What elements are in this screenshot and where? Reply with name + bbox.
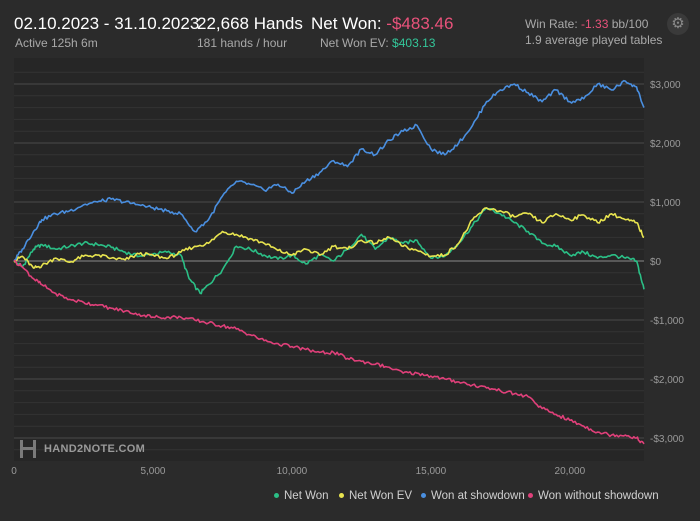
y-tick-label: $0 (650, 257, 662, 268)
net-won-legend-dot (274, 493, 279, 499)
active-time: Active 125h 6m (15, 36, 98, 50)
win-rate-value: -1.33 (581, 17, 609, 31)
net-won-ev-stat: Net Won EV: $403.13 (320, 36, 435, 50)
y-tick-label: -$3,000 (650, 434, 684, 445)
legend-label: Net Won (284, 490, 329, 502)
gear-icon[interactable]: ⚙ (667, 13, 689, 35)
plot-area (14, 58, 644, 461)
series-line-won-at-showdown (13, 79, 645, 262)
average-tables: 1.9 average played tables (525, 33, 663, 47)
hand2note-logo-icon (20, 440, 36, 458)
legend-won-at-showdown[interactable]: Won at showdown (421, 490, 525, 502)
date-range: 02.10.2023 - 31.10.2023 (14, 14, 200, 33)
net-won-value: -$483.46 (386, 14, 454, 33)
legend-net-won[interactable]: Net Won (274, 490, 329, 502)
x-tick-label: 20,000 (555, 466, 586, 477)
net-won-stat: Net Won: -$483.46 (311, 14, 453, 34)
logo-text: HAND2NOTE.COM (44, 443, 146, 455)
x-axis: 0 5,000 10,000 15,000 20,000 (11, 466, 585, 477)
net-won-ev-label: Net Won EV: (320, 36, 389, 50)
grid-lines (14, 71, 644, 451)
won-at-showdown-legend-dot (421, 493, 426, 499)
legend-won-without-showdown[interactable]: Won without showdown (528, 490, 659, 502)
y-tick-label: $2,000 (650, 139, 681, 150)
win-rate-label: Win Rate: (525, 17, 578, 31)
y-tick-label: -$1,000 (650, 316, 684, 327)
series-line-won-without-showdown (13, 259, 645, 445)
net-won-ev-legend-dot (339, 493, 344, 499)
series-lines (13, 79, 645, 445)
legend-label: Won at showdown (431, 490, 525, 502)
legend-net-won-ev[interactable]: Net Won EV (339, 490, 412, 502)
net-won-label: Net Won: (311, 14, 382, 33)
x-tick-label: 5,000 (140, 466, 165, 477)
x-tick-label: 10,000 (277, 466, 308, 477)
hands-per-hour: 181 hands / hour (197, 36, 288, 50)
legend-label: Net Won EV (349, 490, 413, 502)
won-without-showdown-legend-dot (528, 493, 533, 499)
win-rate-stat: Win Rate: -1.33 bb/100 (525, 17, 648, 31)
stats-header: 02.10.2023 - 31.10.2023 Active 125h 6m 2… (0, 0, 700, 58)
x-tick-label: 15,000 (416, 466, 447, 477)
x-tick-label: 0 (11, 466, 17, 477)
y-tick-label: $1,000 (650, 198, 681, 209)
y-axis: $3,000 $2,000 $1,000 $0 -$1,000 -$2,000 -$3,00… (650, 80, 684, 445)
win-rate-unit: bb/100 (611, 17, 649, 31)
legend-label: Won without showdown (538, 490, 659, 502)
net-won-ev-value: $403.13 (392, 36, 436, 50)
y-tick-label: -$2,000 (650, 375, 684, 386)
hands-count: 22,668 Hands (197, 14, 303, 33)
y-tick-label: $3,000 (650, 80, 681, 91)
series-line-net-won-ev (13, 207, 645, 269)
